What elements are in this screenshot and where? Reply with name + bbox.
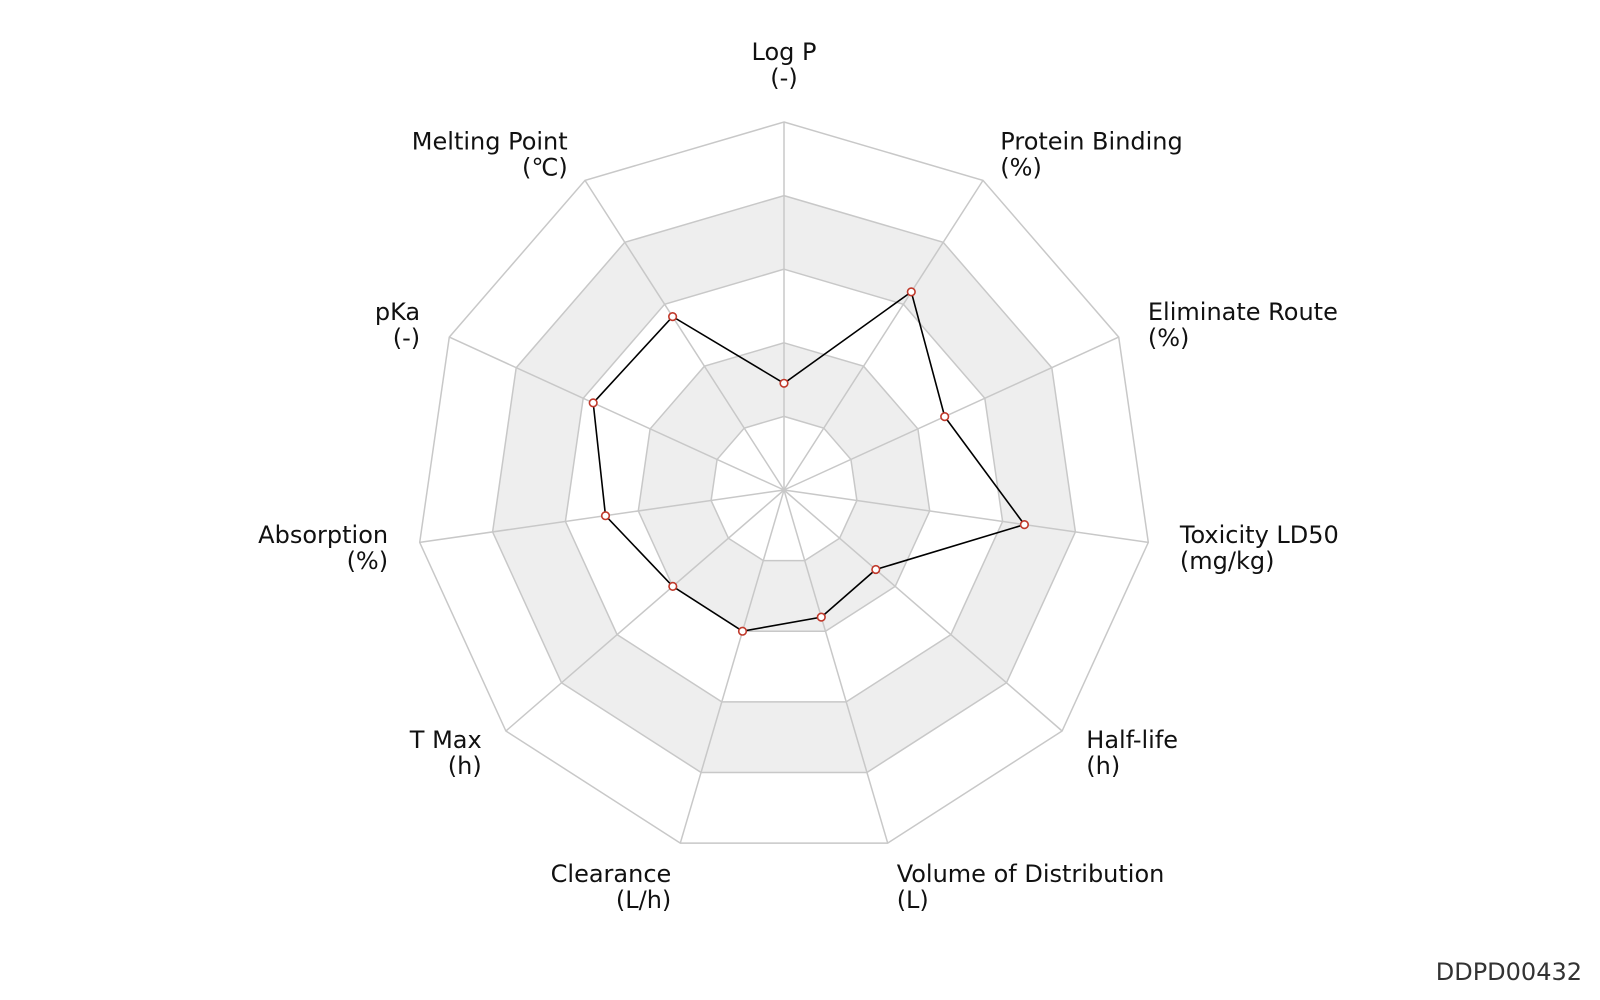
data-point-4 bbox=[871, 564, 881, 575]
axis-label-7: T Max (h) bbox=[409, 726, 482, 780]
data-point-6 bbox=[737, 626, 748, 636]
axis-unit: (%) bbox=[347, 547, 389, 575]
axis-name: pKa bbox=[375, 298, 420, 326]
axis-name: Eliminate Route bbox=[1148, 298, 1338, 326]
data-point-2 bbox=[940, 412, 950, 422]
data-point-3 bbox=[1019, 519, 1030, 530]
radar-ring-5 bbox=[418, 121, 1150, 844]
data-point-8 bbox=[600, 511, 611, 521]
axis-name: Log P bbox=[752, 38, 817, 66]
axis-unit: (mg/kg) bbox=[1180, 547, 1275, 575]
data-point-7 bbox=[668, 581, 678, 592]
radar-ring-3 bbox=[564, 268, 1004, 703]
axis-unit: (-) bbox=[393, 324, 420, 352]
axis-unit: (%) bbox=[1148, 324, 1190, 352]
series-line-0 bbox=[592, 290, 1026, 633]
radar-ring-2 bbox=[637, 342, 931, 632]
axis-unit: (L/h) bbox=[616, 886, 671, 914]
axis-label-10: Melting Point (℃) bbox=[412, 128, 568, 182]
axis-label-3: Toxicity LD50 (mg/kg) bbox=[1179, 521, 1339, 575]
radar-spoke-5 bbox=[783, 489, 889, 844]
radar-spoke-6 bbox=[679, 489, 785, 844]
radar-grid bbox=[418, 121, 1150, 844]
watermark-id: DDPD00432 bbox=[1435, 958, 1582, 986]
radar-spoke-1 bbox=[783, 179, 984, 491]
data-point-1 bbox=[906, 287, 916, 297]
axis-name: Absorption bbox=[258, 521, 388, 549]
axis-name: T Max bbox=[409, 726, 482, 754]
axis-name: Volume of Distribution bbox=[897, 860, 1165, 888]
axis-name: Half-life bbox=[1086, 726, 1178, 754]
radar-ring-1 bbox=[710, 415, 858, 562]
axis-label-2: Eliminate Route (%) bbox=[1148, 298, 1338, 352]
axis-name: Melting Point bbox=[412, 128, 568, 156]
radar-spoke-9 bbox=[448, 336, 785, 491]
axis-unit: (-) bbox=[770, 64, 797, 92]
data-point-0 bbox=[779, 378, 789, 388]
radar-spoke-4 bbox=[783, 489, 1063, 732]
axis-unit: (h) bbox=[448, 752, 482, 780]
axis-label-0: Log P (-) bbox=[752, 38, 817, 92]
axis-labels: Log P (-)Protein Binding (%)Eliminate Rout… bbox=[258, 38, 1339, 914]
axis-label-6: Clearance (L/h) bbox=[551, 860, 672, 914]
radar-spoke-10 bbox=[584, 179, 785, 491]
axis-name: Toxicity LD50 bbox=[1179, 521, 1339, 549]
axis-unit: (h) bbox=[1086, 752, 1120, 780]
data-point-10 bbox=[667, 312, 678, 322]
axis-label-8: Absorption (%) bbox=[258, 521, 388, 575]
axis-name: Clearance bbox=[551, 860, 672, 888]
axis-label-1: Protein Binding (%) bbox=[1000, 128, 1182, 182]
axis-unit: (%) bbox=[1000, 154, 1042, 182]
axis-label-5: Volume of Distribution (L) bbox=[897, 860, 1165, 914]
data-point-5 bbox=[816, 612, 826, 622]
axis-unit: (℃) bbox=[522, 154, 568, 182]
axis-name: Protein Binding bbox=[1000, 128, 1182, 156]
radar-spoke-3 bbox=[783, 489, 1149, 544]
data-point-9 bbox=[588, 398, 598, 408]
axis-unit: (L) bbox=[897, 886, 929, 914]
axis-label-4: Half-life (h) bbox=[1086, 726, 1178, 780]
radar-series bbox=[588, 287, 1030, 636]
radar-spoke-2 bbox=[783, 336, 1120, 491]
radar-ring-4 bbox=[491, 194, 1077, 774]
radar-spoke-7 bbox=[505, 489, 785, 732]
axis-label-9: pKa (-) bbox=[375, 298, 420, 352]
